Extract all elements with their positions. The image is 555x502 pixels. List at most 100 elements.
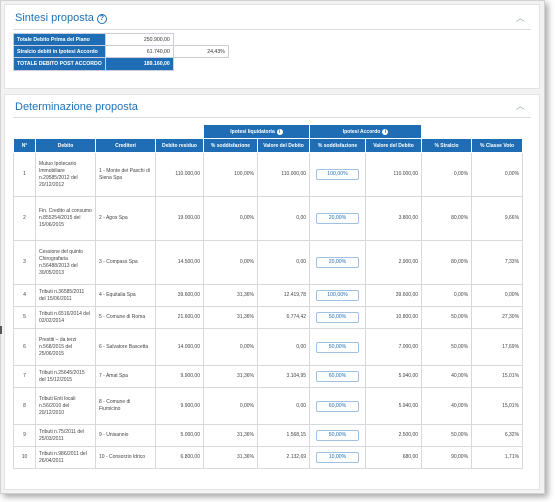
stralcio-pct: 50,00% xyxy=(421,306,473,329)
info-icon[interactable]: i xyxy=(382,128,389,135)
residual-debt: 5.000,00 xyxy=(155,424,204,447)
summary-pct: 24,43% xyxy=(172,45,229,58)
col-header-liq-pct: % soddisfazione xyxy=(203,138,258,153)
info-icon[interactable]: i xyxy=(276,128,283,135)
liq-value: 0,00 xyxy=(256,240,311,285)
liq-value: 3.104,95 xyxy=(256,365,311,388)
acc-value: 680,00 xyxy=(365,446,423,469)
determination-table-body: 1 Mutuo Ipotecario Immobiliare n.29585/20… xyxy=(13,152,524,469)
classe-voto-pct: 6,32% xyxy=(471,424,524,447)
group-header-liquidatoria: Ipotesi liquidatoria i xyxy=(202,124,311,139)
acc-value: 3.800,00 xyxy=(365,196,423,241)
group-label: Ipotesi liquidatoria xyxy=(230,128,275,135)
acc-pct-input[interactable]: 60,00% xyxy=(316,371,360,382)
acc-pct-input[interactable]: 50,00% xyxy=(316,430,360,441)
help-icon[interactable]: ? xyxy=(96,14,107,24)
table-row: 5 Tributi n.6516/2014 del 02/02/2014 5 - C… xyxy=(13,306,524,329)
table-row: 1 Mutuo Ipotecario Immobiliare n.29585/20… xyxy=(13,152,524,197)
residual-debt: 14.000,00 xyxy=(155,328,204,366)
group-header-row: Ipotesi liquidatoria i Ipotesi Accordo i xyxy=(14,124,523,139)
acc-pct-input[interactable]: 50,00% xyxy=(316,341,360,353)
residual-debt: 14.500,00 xyxy=(155,240,204,285)
debt-description: Fin. Credito al consumo n.855254/2015 de… xyxy=(35,196,96,241)
liq-pct: 0,00% xyxy=(203,328,258,366)
liq-value: 0,00 xyxy=(256,196,311,241)
row-number: 2 xyxy=(13,196,36,241)
col-header-n: N° xyxy=(13,138,36,153)
col-header-classe: % Classe Voto xyxy=(471,138,524,153)
creditor-name: 4 - Equitalia Spa xyxy=(95,284,156,307)
acc-pct-cell: 50,00% xyxy=(309,424,367,447)
residual-debt: 9.900,00 xyxy=(155,387,204,425)
classe-voto-pct: 1,71% xyxy=(471,446,524,469)
liq-value: 110.000,00 xyxy=(256,152,311,197)
acc-value: 7.000,00 xyxy=(365,328,423,366)
classe-voto-pct: 17,69% xyxy=(471,328,524,366)
debt-description: Tributi Enti locali n.56/2010 del 20/12/… xyxy=(35,387,96,425)
table-row: 2 Fin. Credito al consumo n.855254/2015 d… xyxy=(13,196,524,241)
liq-pct: 31,36% xyxy=(203,365,258,388)
stralcio-pct: 0,00% xyxy=(421,152,473,197)
acc-pct-input[interactable]: 20,00% xyxy=(316,257,360,268)
col-header-acc-val: Valore del Debito xyxy=(365,138,423,153)
collapse-chevron-icon[interactable]: ︿ xyxy=(515,13,525,23)
creditor-name: 8 - Comune di Fiumicino xyxy=(95,387,156,425)
col-header-stralcio: % Stralcio xyxy=(421,138,473,153)
creditor-name: 10 - Consorzio Idrico xyxy=(95,446,156,469)
acc-value: 5.940,00 xyxy=(365,387,423,425)
liq-pct: 100,00% xyxy=(203,152,258,197)
acc-pct-input[interactable]: 100,00% xyxy=(316,290,360,301)
summary-divider xyxy=(13,29,531,30)
liq-value: 2.132,69 xyxy=(256,446,311,469)
debt-description: Tributi n.6516/2014 del 02/02/2014 xyxy=(35,306,96,329)
col-header-liq-val: Valore del Debito xyxy=(256,138,311,153)
debt-description: Mutuo Ipotecario Immobiliare n.29585/201… xyxy=(35,152,96,197)
summary-label: Totale Debito Prima del Piano xyxy=(13,33,106,46)
acc-pct-input[interactable]: 10,00% xyxy=(316,452,360,463)
summary-row: Stralcio debiti in Ipotesi Accordo 61.74… xyxy=(13,45,229,58)
residual-debt: 6.800,00 xyxy=(155,446,204,469)
liq-value: 1.568,15 xyxy=(256,424,311,447)
debt-description: Prestiti – da terzi n.568/2015 del 25/06… xyxy=(35,328,96,366)
summary-table: Totale Debito Prima del Piano 250.900,00… xyxy=(13,33,229,71)
stralcio-pct: 40,00% xyxy=(421,387,473,425)
table-row: 4 Tributi n.36585/2011 del 15/06/2011 4 - … xyxy=(13,284,524,307)
summary-label: TOTALE DEBITO POST ACCORDO xyxy=(13,57,106,71)
acc-pct-input[interactable]: 50,00% xyxy=(316,312,360,323)
liq-pct: 31,36% xyxy=(203,284,258,307)
residual-debt: 9.900,00 xyxy=(155,365,204,388)
classe-voto-pct: 27,30% xyxy=(471,306,524,329)
table-row: 6 Prestiti – da terzi n.568/2015 del 25/0… xyxy=(13,328,524,366)
group-label: Ipotesi Accordo xyxy=(342,128,381,135)
col-header-debito: Debito xyxy=(35,138,96,153)
debt-description: Tributi n.75/2011 del 25/03/2011 xyxy=(35,424,96,447)
stralcio-pct: 50,00% xyxy=(421,424,473,447)
acc-pct-input[interactable]: 60,00% xyxy=(316,400,360,412)
debt-description: Tributi n.25645/2015 del 15/12/2015 xyxy=(35,365,96,388)
stralcio-pct: 40,00% xyxy=(421,365,473,388)
liq-value: 0,00 xyxy=(256,328,311,366)
collapse-chevron-icon[interactable]: ︿ xyxy=(515,101,525,111)
classe-voto-pct: 0,00% xyxy=(471,284,524,307)
acc-pct-input[interactable]: 20,00% xyxy=(316,213,360,224)
stralcio-pct: 0,00% xyxy=(421,284,473,307)
acc-value: 110.000,00 xyxy=(365,152,423,197)
residual-debt: 110.000,00 xyxy=(155,152,204,197)
residual-debt: 39.600,00 xyxy=(155,284,204,307)
acc-pct-input[interactable]: 100,00% xyxy=(316,169,360,180)
table-row: 8 Tributi Enti locali n.56/2010 del 20/12… xyxy=(13,387,524,425)
liq-pct: 0,00% xyxy=(203,240,258,285)
summary-label: Stralcio debiti in Ipotesi Accordo xyxy=(13,45,106,58)
app-frame: Sintesi proposta? ︿ Totale Debito Prima … xyxy=(0,0,545,494)
column-header-row: N° Debito Creditori Debito residuo % sod… xyxy=(13,138,524,153)
acc-pct-cell: 10,00% xyxy=(309,446,367,469)
row-number: 8 xyxy=(13,387,36,425)
row-number: 3 xyxy=(13,240,36,285)
creditor-name: 9 - Unisannio xyxy=(95,424,156,447)
creditor-name: 2 - Agos Spa xyxy=(95,196,156,241)
creditor-name: 5 - Comune di Roma xyxy=(95,306,156,329)
creditor-name: 6 - Salvatore Bascetta xyxy=(95,328,156,366)
liq-value: 0,00 xyxy=(256,387,311,425)
acc-pct-cell: 20,00% xyxy=(309,196,367,241)
liq-pct: 0,00% xyxy=(203,196,258,241)
